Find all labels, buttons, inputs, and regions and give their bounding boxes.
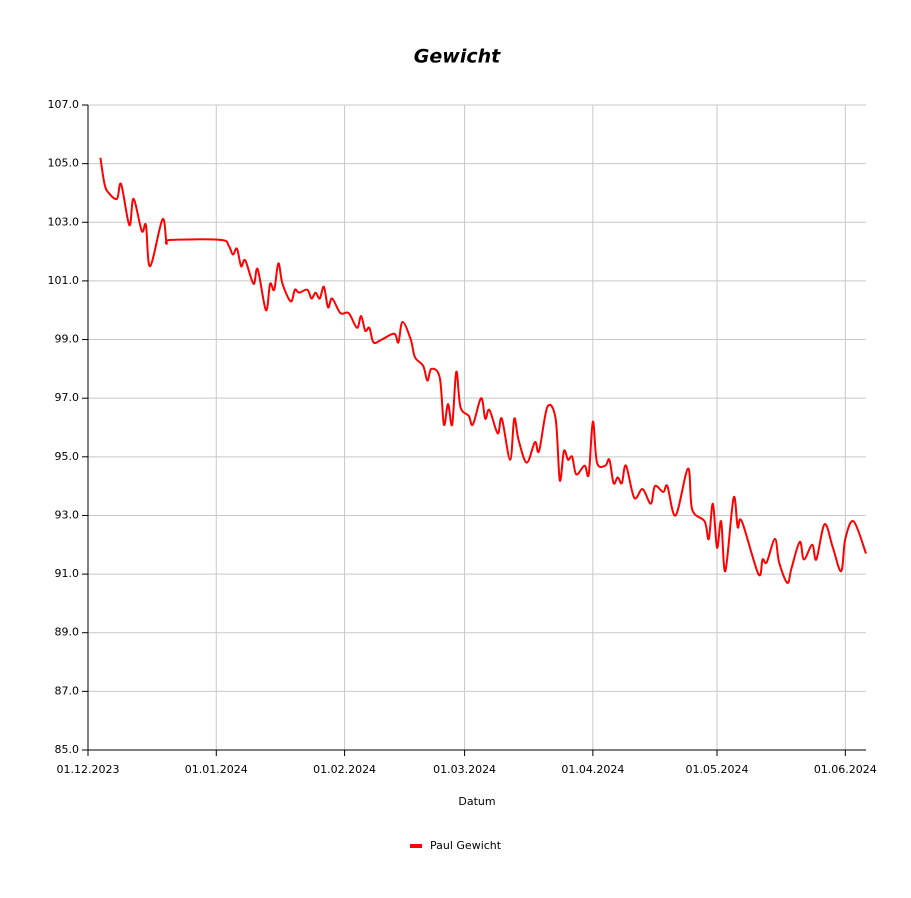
x-tick-label: 01.05.2024 xyxy=(686,763,749,776)
y-tick-label: 97.0 xyxy=(55,391,80,404)
y-tick-label: 99.0 xyxy=(55,333,80,346)
y-tick-label: 95.0 xyxy=(55,450,80,463)
legend-label: Paul Gewicht xyxy=(430,839,502,852)
x-tick-label: 01.02.2024 xyxy=(313,763,376,776)
y-tick-label: 105.0 xyxy=(48,157,80,170)
y-tick-label: 91.0 xyxy=(55,567,80,580)
data-line xyxy=(99,157,867,584)
y-tick-label: 107.0 xyxy=(48,98,80,111)
y-tick-label: 85.0 xyxy=(55,743,80,756)
y-tick-label: 103.0 xyxy=(48,215,80,228)
x-tick-label: 01.06.2024 xyxy=(814,763,877,776)
y-tick-label: 93.0 xyxy=(55,508,80,521)
x-tick-label: 01.12.2023 xyxy=(57,763,120,776)
y-tick-label: 89.0 xyxy=(55,626,80,639)
x-tick-label: 01.03.2024 xyxy=(433,763,496,776)
y-tick-label: 101.0 xyxy=(48,274,80,287)
x-axis-label: Datum xyxy=(458,795,495,808)
x-tick-label: 01.01.2024 xyxy=(185,763,248,776)
y-tick-label: 87.0 xyxy=(55,684,80,697)
x-tick-label: 01.04.2024 xyxy=(561,763,624,776)
chart-title: Gewicht xyxy=(414,46,501,68)
